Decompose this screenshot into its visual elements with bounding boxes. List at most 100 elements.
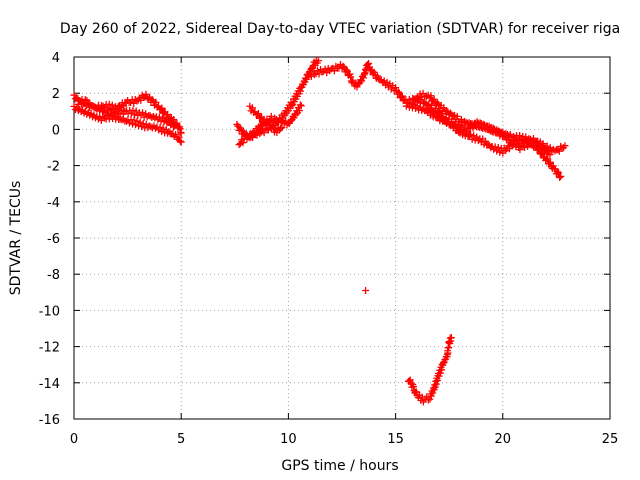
data-point [147,123,155,131]
y-tick-label: -12 [39,341,60,356]
data-point [133,117,141,125]
data-point [453,112,461,120]
data-point [407,100,415,108]
data-point [546,151,554,159]
y-tick-label: -2 [47,160,60,175]
x-tick-label: 15 [387,432,404,447]
data-point [302,74,310,82]
data-point [132,121,140,129]
data-point [313,67,321,75]
data-point [159,124,167,132]
data-point [257,114,265,122]
data-point [239,139,247,147]
data-point [263,125,271,133]
y-tick-label: -4 [47,196,60,211]
data-point [525,141,533,149]
data-point [297,102,305,110]
data-point [105,100,113,108]
data-point [533,139,541,147]
data-point [177,129,185,137]
data-point [553,168,561,176]
data-point [470,132,478,140]
y-tick-label: -6 [47,232,60,247]
x-tick-label: 10 [280,432,297,447]
data-point [177,138,185,146]
chart-title: Day 260 of 2022, Sidereal Day-to-day VTE… [60,21,620,37]
data-point [129,120,137,128]
data-point [439,359,447,367]
data-point [452,120,460,128]
data-point [247,133,255,141]
data-point [163,110,171,118]
data-point [176,137,184,145]
x-tick-label: 20 [495,432,512,447]
data-point [475,123,483,131]
data-point [453,124,461,132]
data-point [175,133,183,141]
data-point [546,158,554,166]
data-point [152,98,160,106]
data-point [496,148,504,156]
data-point [248,104,256,112]
data-point [494,144,502,152]
data-point [473,133,481,141]
data-point [136,118,144,126]
data-point [521,143,529,151]
data-point [158,128,166,136]
data-point [459,126,467,134]
data-point [561,142,569,150]
data-point [144,95,152,103]
data-point [111,108,119,116]
data-point [394,88,402,96]
data-point [467,130,475,138]
data-point [556,173,564,181]
data-point [447,334,455,342]
data-point [443,107,451,115]
data-point [170,115,178,123]
data-point [476,119,484,127]
data-point [120,102,128,110]
data-point [428,102,436,110]
data-point [557,172,565,180]
data-point [347,73,355,81]
y-tick-label: -10 [39,304,60,319]
data-point [235,141,243,149]
y-axis-label: SDTVAR / TECUs [8,181,24,296]
data-point [365,60,373,68]
data-point [157,105,165,113]
data-point [412,388,420,396]
data-points [70,57,569,406]
data-point [142,120,150,128]
data-point [125,119,133,127]
y-tick-label: -16 [39,413,60,428]
data-point [437,110,445,117]
data-point [108,110,116,118]
data-point [135,122,143,130]
data-point [158,104,166,112]
data-point [493,147,501,155]
y-tick-label: -14 [39,377,60,392]
data-point [404,98,412,106]
data-point [254,109,262,117]
x-tick-label: 5 [177,432,185,447]
data-point [148,96,156,104]
data-point [426,395,434,403]
data-point [479,120,487,128]
data-point [435,372,443,380]
data-point [398,92,406,100]
data-point [253,111,261,119]
data-point [406,376,414,384]
data-point [458,122,466,130]
data-point [513,140,521,148]
data-point [427,392,435,400]
data-point [506,145,513,153]
data-point [277,124,285,132]
data-point [392,84,400,92]
data-point [456,126,464,133]
data-point [171,122,179,130]
data-point [296,101,304,109]
data-point [424,396,432,404]
data-point [339,62,347,70]
